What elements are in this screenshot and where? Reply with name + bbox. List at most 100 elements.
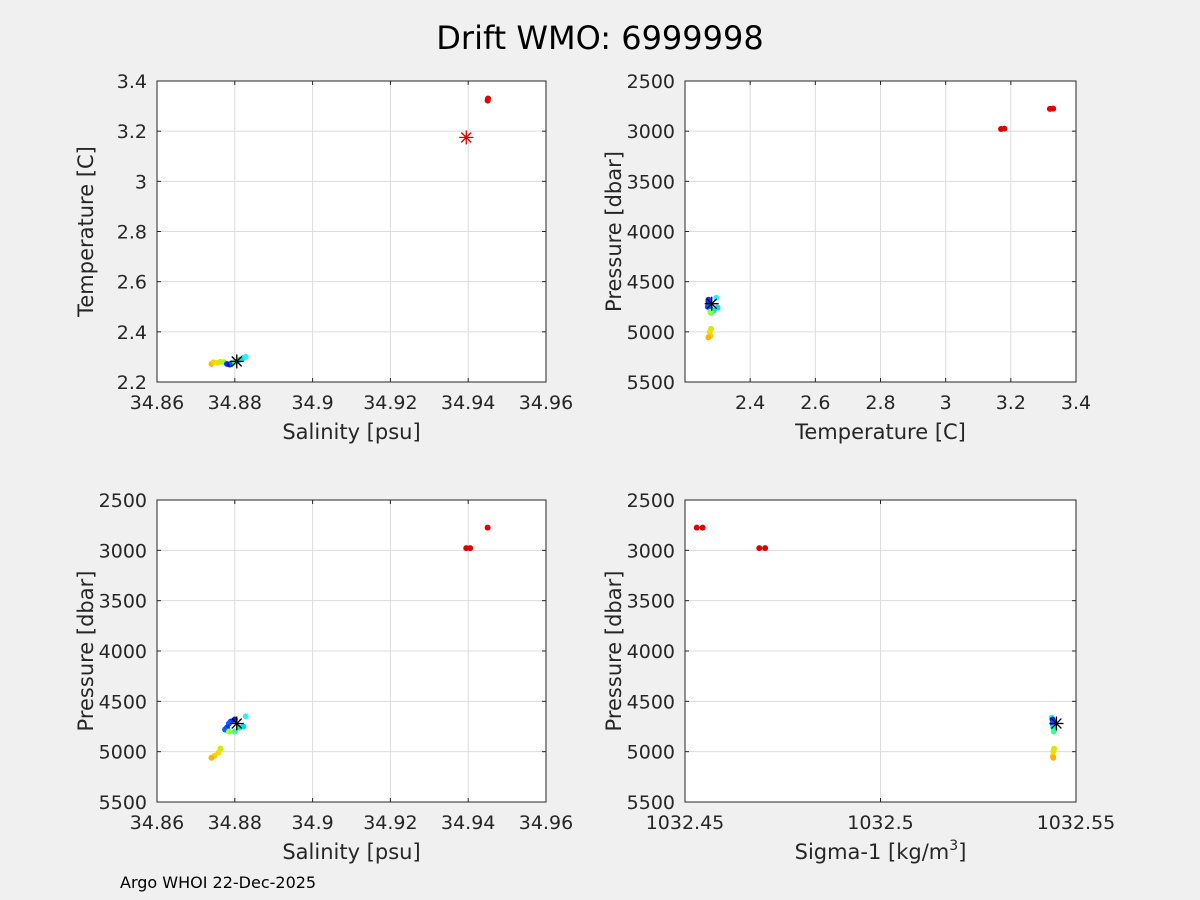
mean-marker-stroke	[460, 132, 472, 143]
y-tick-label: 2.4	[117, 322, 147, 344]
x-tick-label: 34.9	[291, 812, 333, 834]
mean-marker	[459, 130, 474, 145]
y-axis-label: Pressure [dbar]	[74, 571, 98, 732]
y-tick-label: 3000	[627, 540, 675, 562]
ps-plot: 34.86 34.88 34.9 34.92 34.94 34.96 2500 3000 350…	[74, 490, 573, 864]
y-tick-label: 5500	[99, 792, 147, 814]
x-tick-label: 34.86	[130, 812, 184, 834]
y-tick-label: 2500	[99, 490, 147, 512]
x-axis-label-text: Temperature [C]	[794, 420, 966, 444]
x-axis-label: Salinity [psu]	[282, 840, 420, 864]
data-point	[242, 713, 249, 720]
x-tick-label: 34.92	[363, 812, 417, 834]
data-point	[242, 353, 249, 360]
y-tick-label: 4000	[627, 641, 675, 663]
figure-title: Drift WMO: 6999998	[436, 19, 763, 57]
data-point	[236, 724, 243, 731]
y-tick-label: 3500	[627, 591, 675, 613]
mean-marker	[704, 296, 719, 311]
y-tick-label: 4500	[627, 272, 675, 294]
y-axis-label: Temperature [C]	[74, 146, 98, 318]
x-tick-label: 1032.55	[1037, 812, 1116, 834]
data-point	[1050, 748, 1057, 755]
x-tick-label: 2.8	[865, 392, 895, 414]
data-point	[998, 125, 1005, 132]
x-tick-label: 2.6	[800, 392, 830, 414]
y-tick-label: 3500	[627, 171, 675, 193]
data-point	[756, 545, 763, 552]
data-point	[1050, 728, 1057, 735]
data-point	[225, 728, 232, 735]
mean-marker-stroke	[231, 356, 243, 367]
mean-marker	[229, 354, 244, 369]
psigma-plot: 1032.45 1032.5 1032.55 2500 3000 3500 4000 4500…	[602, 490, 1115, 864]
data-point	[705, 334, 712, 341]
x-axis-label: Sigma-1 [kg/m3]	[795, 838, 967, 864]
x-tick-label: 34.88	[208, 392, 262, 414]
y-tick-label: 3	[135, 171, 147, 193]
x-tick-label: 34.92	[363, 392, 417, 414]
data-point	[484, 524, 491, 531]
y-tick-label: 5500	[627, 372, 675, 394]
x-tick-label: 34.96	[519, 812, 573, 834]
pt-plot: 2.4 2.6 2.8 3 3.2 3.4 2500 3000 3500 4000 4500 5000…	[602, 71, 1091, 444]
x-axis-label-suffix: ]	[958, 840, 966, 864]
y-tick-label: 4000	[99, 641, 147, 663]
mean-marker-stroke	[1051, 718, 1062, 729]
y-tick-label: 4500	[627, 691, 675, 713]
x-tick-label: 34.9	[291, 392, 333, 414]
axes-root: 34.86 34.88 34.9 34.92 34.94 34.962.22.42.62.…	[74, 71, 1115, 864]
x-axis-label-text: Sigma-1 [kg/m	[795, 840, 950, 864]
data-point	[713, 294, 720, 301]
x-axis-label-superscript: 3	[949, 838, 958, 854]
y-tick-label: 5000	[627, 742, 675, 764]
y-tick-label: 2.2	[117, 372, 147, 394]
data-point	[1050, 754, 1057, 761]
x-tick-label: 3.2	[996, 392, 1026, 414]
x-tick-label: 2.4	[735, 392, 765, 414]
mean-marker	[1049, 716, 1064, 731]
data-point	[693, 524, 700, 531]
y-tick-label: 5000	[627, 322, 675, 344]
x-tick-label: 3	[940, 392, 952, 414]
x-axis-label: Salinity [psu]	[282, 420, 420, 444]
data-point	[208, 754, 215, 761]
mean-marker-stroke	[706, 298, 718, 310]
x-tick-label: 34.86	[130, 392, 184, 414]
y-tick-label: 4000	[627, 222, 675, 244]
x-tick-label: 34.94	[441, 392, 495, 414]
x-axis-label: Temperature [C]	[794, 420, 966, 444]
y-tick-label: 4500	[99, 691, 147, 713]
y-tick-label: 3.4	[117, 71, 147, 93]
x-axis-label-text: Salinity [psu]	[282, 420, 420, 444]
x-axis-label-text: Salinity [psu]	[282, 840, 420, 864]
y-tick-label: 2.6	[117, 272, 147, 294]
y-tick-label: 3000	[99, 540, 147, 562]
y-tick-label: 2500	[627, 490, 675, 512]
data-point	[1046, 105, 1053, 112]
x-tick-label: 34.94	[441, 812, 495, 834]
data-point	[762, 545, 769, 552]
data-point	[699, 524, 706, 531]
y-tick-label: 3000	[627, 121, 675, 143]
x-tick-label: 3.4	[1061, 392, 1091, 414]
ts-plot: 34.86 34.88 34.9 34.92 34.94 34.96 2.2 2.4 2.6 2.…	[74, 71, 573, 444]
y-axis-label: Pressure [dbar]	[602, 151, 626, 312]
x-tick-label: 1032.45	[646, 812, 725, 834]
x-tick-label: 34.96	[519, 392, 573, 414]
y-axis-label: Pressure [dbar]	[602, 571, 626, 732]
x-tick-label: 1032.5	[847, 812, 913, 834]
mean-marker-stroke	[231, 718, 243, 729]
mean-marker	[229, 716, 244, 731]
data-point	[485, 95, 492, 102]
data-point	[707, 308, 714, 315]
y-tick-label: 2500	[627, 71, 675, 93]
y-tick-label: 2.8	[117, 222, 147, 244]
y-tick-label: 3500	[99, 591, 147, 613]
y-tick-label: 3.2	[117, 121, 147, 143]
y-tick-label: 5000	[99, 742, 147, 764]
footer-text: Argo WHOI 22-Dec-2025	[120, 873, 316, 892]
y-tick-label: 5500	[627, 792, 675, 814]
x-tick-label: 34.88	[208, 812, 262, 834]
